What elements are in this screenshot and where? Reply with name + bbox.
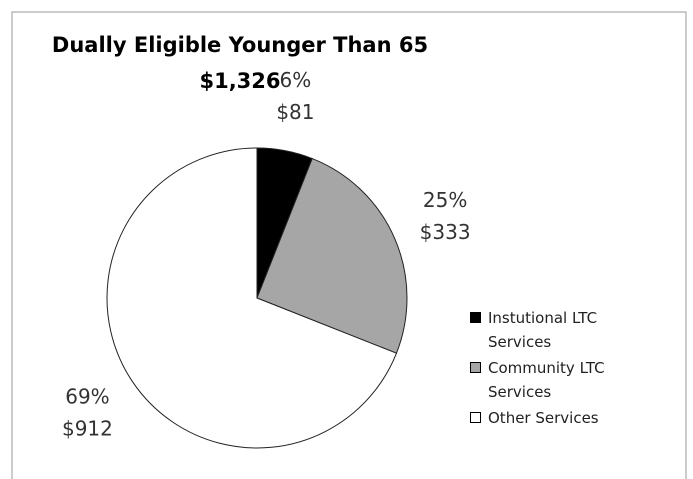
data-label: 6% [280,68,312,92]
legend-label: Instutional LTC Services [488,309,598,351]
amount-label: $81 [276,100,314,124]
amount-label: $333 [420,220,471,244]
amount-label: $912 [62,417,113,441]
legend-label: Other Services [488,409,599,427]
legend-swatch [470,362,481,373]
legend-swatch [470,312,481,323]
data-label: 69% [65,385,109,409]
chart-title: Dually Eligible Younger Than 65 [52,33,428,57]
chart-subtitle: $1,326 [199,69,280,93]
legend-label: Community LTC Services [488,359,605,401]
data-label: 25% [423,188,467,212]
pie-slice [256,157,408,354]
legend: Instutional LTC Services Community LTC Se… [470,306,635,432]
legend-item: Other Services [470,406,635,430]
legend-item: Community LTC Services [470,356,635,404]
pie-slice [106,147,398,449]
legend-item: Instutional LTC Services [470,306,635,354]
legend-swatch [470,412,481,423]
